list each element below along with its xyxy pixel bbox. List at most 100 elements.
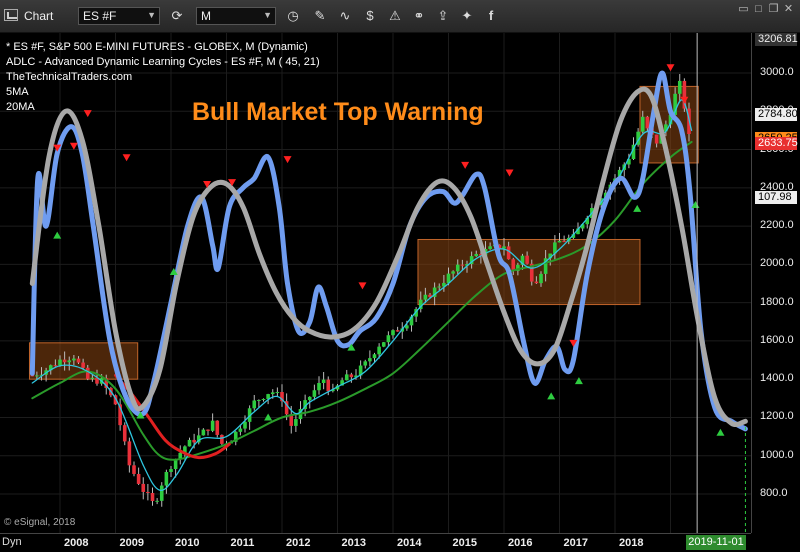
price-chart[interactable] bbox=[0, 33, 751, 533]
candle-body bbox=[414, 309, 418, 317]
candle-body bbox=[511, 259, 516, 271]
candle-body bbox=[344, 374, 349, 381]
candle-body bbox=[317, 383, 321, 391]
alert-icon[interactable]: ⚠ bbox=[389, 8, 401, 23]
wave-icon[interactable]: ∿ bbox=[339, 8, 351, 23]
candle-body bbox=[252, 400, 257, 409]
twitter-icon[interactable]: ✦ bbox=[461, 8, 473, 23]
candle-body bbox=[81, 362, 85, 368]
green-bottom-marker bbox=[53, 231, 62, 239]
candle-body bbox=[645, 116, 650, 129]
candle-body bbox=[349, 374, 354, 378]
price-tag: 2784.80 bbox=[755, 108, 798, 122]
time-axis[interactable] bbox=[0, 533, 751, 552]
candle-body bbox=[196, 435, 201, 443]
candle-body bbox=[543, 258, 548, 274]
candle-body bbox=[141, 483, 146, 492]
candle-body bbox=[585, 218, 590, 225]
candle-body bbox=[35, 375, 39, 377]
candle-body bbox=[377, 346, 381, 355]
x-tick-label: 2017 bbox=[563, 537, 588, 549]
candle-body bbox=[132, 465, 136, 474]
candle-body bbox=[164, 471, 169, 486]
restore-icon[interactable]: ❐ bbox=[768, 3, 779, 15]
price-tag: 107.98 bbox=[755, 191, 797, 204]
red-top-marker bbox=[228, 179, 237, 187]
candle-body bbox=[270, 392, 275, 395]
ma5-line bbox=[31, 99, 693, 491]
candle-body bbox=[372, 354, 377, 359]
legend-ma5: 5MA bbox=[6, 86, 29, 98]
candle-body bbox=[58, 359, 62, 366]
close-icon[interactable]: ✕ bbox=[783, 3, 794, 15]
candle-body bbox=[95, 377, 99, 384]
x-tick-label: 2016 bbox=[508, 537, 533, 549]
minimize-icon[interactable]: ▭ bbox=[738, 3, 749, 15]
candle-body bbox=[576, 228, 580, 235]
share-icon[interactable]: ⇪ bbox=[437, 8, 449, 23]
candle-body bbox=[368, 358, 372, 362]
link-icon[interactable]: ⚭ bbox=[413, 8, 425, 23]
price-tag: 3206.81 bbox=[755, 33, 798, 46]
candle-body bbox=[525, 255, 529, 264]
x-tick-label: 2008 bbox=[64, 537, 89, 549]
candle-body bbox=[363, 361, 368, 366]
chevron-down-icon[interactable]: ▼ bbox=[147, 10, 156, 20]
clock-icon[interactable]: ◷ bbox=[287, 8, 299, 23]
candle-body bbox=[442, 282, 446, 287]
candle-body bbox=[159, 485, 164, 501]
candle-body bbox=[386, 335, 391, 343]
candle-body bbox=[358, 365, 363, 376]
candle-body bbox=[631, 144, 636, 160]
highlight-box bbox=[417, 238, 641, 306]
candle-body bbox=[275, 392, 280, 394]
legend-symbol-line: * ES #F, S&P 500 E-MINI FUTURES - GLOBEX… bbox=[6, 41, 308, 53]
candle-body bbox=[76, 358, 81, 363]
red-top-marker bbox=[666, 64, 675, 72]
candle-body bbox=[391, 330, 395, 336]
x-tick-label: 2009 bbox=[119, 537, 144, 549]
candle-body bbox=[215, 420, 220, 435]
legend-adlc-line: ADLC - Advanced Dynamic Learning Cycles … bbox=[6, 56, 320, 68]
candle-body bbox=[673, 93, 677, 115]
candle-body bbox=[627, 159, 631, 165]
red-top-marker bbox=[283, 156, 292, 164]
red-top-marker bbox=[122, 154, 131, 162]
chevron-down-icon[interactable]: ▼ bbox=[263, 10, 272, 20]
candle-body bbox=[617, 169, 622, 179]
symbol-value: ES #F bbox=[83, 9, 117, 23]
x-tick-label: 2013 bbox=[341, 537, 366, 549]
candle-body bbox=[187, 439, 192, 447]
dollar-icon[interactable]: $ bbox=[366, 8, 374, 23]
candle-body bbox=[409, 316, 414, 326]
candle-body bbox=[118, 404, 122, 426]
x-tick-label: 2010 bbox=[175, 537, 200, 549]
y-tick-label: 1000.0 bbox=[760, 448, 794, 461]
candle-body bbox=[516, 264, 520, 271]
candle-body bbox=[405, 325, 409, 329]
symbol-input[interactable]: ES #F ▼ bbox=[78, 7, 160, 25]
green-bottom-marker bbox=[547, 392, 556, 400]
cursor-date-tag: 2019-11-01 bbox=[686, 535, 746, 550]
candle-body bbox=[497, 244, 502, 249]
candle-body bbox=[418, 299, 423, 310]
candle-body bbox=[243, 421, 247, 429]
interval-input[interactable]: M ▼ bbox=[196, 7, 276, 25]
copyright-text: © eSignal, 2018 bbox=[4, 517, 76, 528]
candle-body bbox=[284, 401, 289, 415]
cycle-icon[interactable]: ⟳ bbox=[171, 8, 183, 23]
maximize-icon[interactable]: □ bbox=[755, 3, 762, 15]
red-top-marker bbox=[680, 96, 689, 104]
candle-body bbox=[432, 287, 437, 297]
green-bottom-marker bbox=[264, 413, 273, 421]
candle-body bbox=[557, 240, 562, 243]
green-bottom-marker bbox=[347, 343, 356, 351]
facebook-icon[interactable]: f bbox=[488, 8, 494, 23]
red-top-marker bbox=[461, 161, 470, 169]
interval-value: M bbox=[201, 9, 211, 23]
candle-body bbox=[506, 246, 511, 260]
pencil-icon[interactable]: ✎ bbox=[314, 8, 326, 23]
candle-body bbox=[640, 116, 645, 132]
y-tick-label: 2000.0 bbox=[760, 257, 794, 270]
candle-body bbox=[534, 281, 539, 284]
